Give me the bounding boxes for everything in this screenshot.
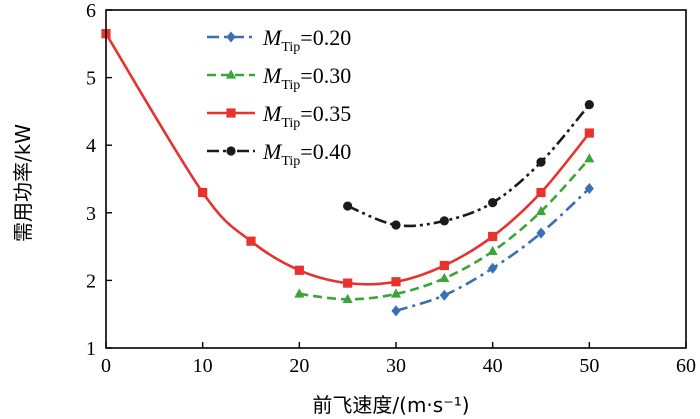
series-line	[347, 103, 591, 228]
legend-entry: MTip=0.20	[207, 25, 351, 55]
x-tick-label: 0	[101, 355, 111, 377]
x-tick-label: 30	[386, 355, 406, 377]
legend-label: MTip=0.30	[262, 63, 351, 93]
data-point-square	[294, 265, 304, 275]
legend-marker-triangle	[225, 69, 237, 79]
data-point-circle	[584, 100, 594, 110]
data-point-circle	[536, 157, 546, 167]
data-point-square	[536, 187, 546, 198]
legend-label-value: =0.30	[300, 63, 351, 88]
legend-marker-circle	[226, 146, 236, 156]
legend-entry: MTip=0.30	[207, 63, 351, 93]
data-point-triangle	[487, 245, 498, 256]
data-point-diamond	[439, 289, 449, 301]
legend-label-symbol: M	[262, 139, 283, 164]
y-tick-label: 5	[86, 68, 96, 90]
series-circle	[343, 100, 594, 230]
legend-label-subscript: Tip	[281, 78, 300, 93]
data-point-circle	[488, 198, 498, 208]
data-point-diamond	[391, 305, 401, 317]
data-point-square	[391, 277, 401, 287]
x-tick-label: 50	[579, 355, 599, 377]
legend-label-symbol: M	[262, 25, 283, 50]
legend-label-value: =0.20	[300, 25, 351, 50]
data-point-square	[439, 260, 449, 271]
data-point-triangle	[535, 205, 547, 216]
ticks-layer: 0 10 20 30 40 50 60 1 2 3 4 5 6	[86, 0, 696, 377]
y-axis-title: 需用功率/kW	[11, 124, 35, 242]
x-tick-label: 60	[676, 355, 696, 377]
legend-label: MTip=0.35	[262, 101, 351, 131]
legend-label: MTip=0.20	[262, 25, 351, 55]
y-tick-label: 6	[86, 0, 96, 22]
x-tick-label: 40	[483, 355, 503, 377]
data-point-circle	[439, 216, 449, 226]
legend-label-symbol: M	[262, 101, 283, 126]
series-square	[101, 29, 594, 288]
x-tick-label: 20	[289, 355, 309, 377]
data-point-square	[198, 187, 208, 198]
y-tick-label: 1	[86, 338, 96, 360]
legend-label-value: =0.40	[300, 139, 351, 164]
data-point-triangle	[342, 293, 353, 304]
x-axis-title: 前飞速度/(m·s⁻¹)	[312, 393, 469, 417]
data-point-circle	[343, 201, 353, 211]
legend-entry: MTip=0.35	[207, 101, 351, 131]
y-tick-label: 3	[86, 203, 96, 225]
legend-marker-square	[226, 108, 236, 118]
legend-label-value: =0.35	[300, 101, 351, 126]
data-point-triangle	[390, 288, 402, 298]
data-point-square	[584, 128, 594, 138]
data-point-triangle	[294, 288, 305, 298]
data-point-diamond	[488, 262, 498, 274]
legend-label-subscript: Tip	[281, 116, 300, 131]
data-point-triangle	[439, 272, 450, 283]
series-triangle	[294, 153, 595, 304]
data-point-diamond	[584, 182, 594, 194]
legend-marker-diamond	[226, 31, 236, 43]
x-tick-label: 10	[193, 355, 213, 377]
data-point-diamond	[536, 227, 546, 239]
legend-label: MTip=0.40	[262, 139, 351, 169]
legend-label-subscript: Tip	[281, 154, 300, 169]
data-point-square	[246, 236, 256, 246]
data-point-square	[488, 231, 498, 242]
data-point-circle	[391, 220, 401, 230]
data-point-triangle	[584, 153, 595, 163]
series-diamond	[391, 182, 594, 317]
data-point-square	[343, 278, 353, 288]
legend-entry: MTip=0.40	[207, 139, 351, 169]
y-tick-label: 2	[86, 270, 96, 292]
series-layer	[101, 29, 595, 317]
legend-label-symbol: M	[262, 63, 283, 88]
legend-label-subscript: Tip	[281, 40, 300, 55]
y-tick-label: 4	[86, 135, 96, 157]
